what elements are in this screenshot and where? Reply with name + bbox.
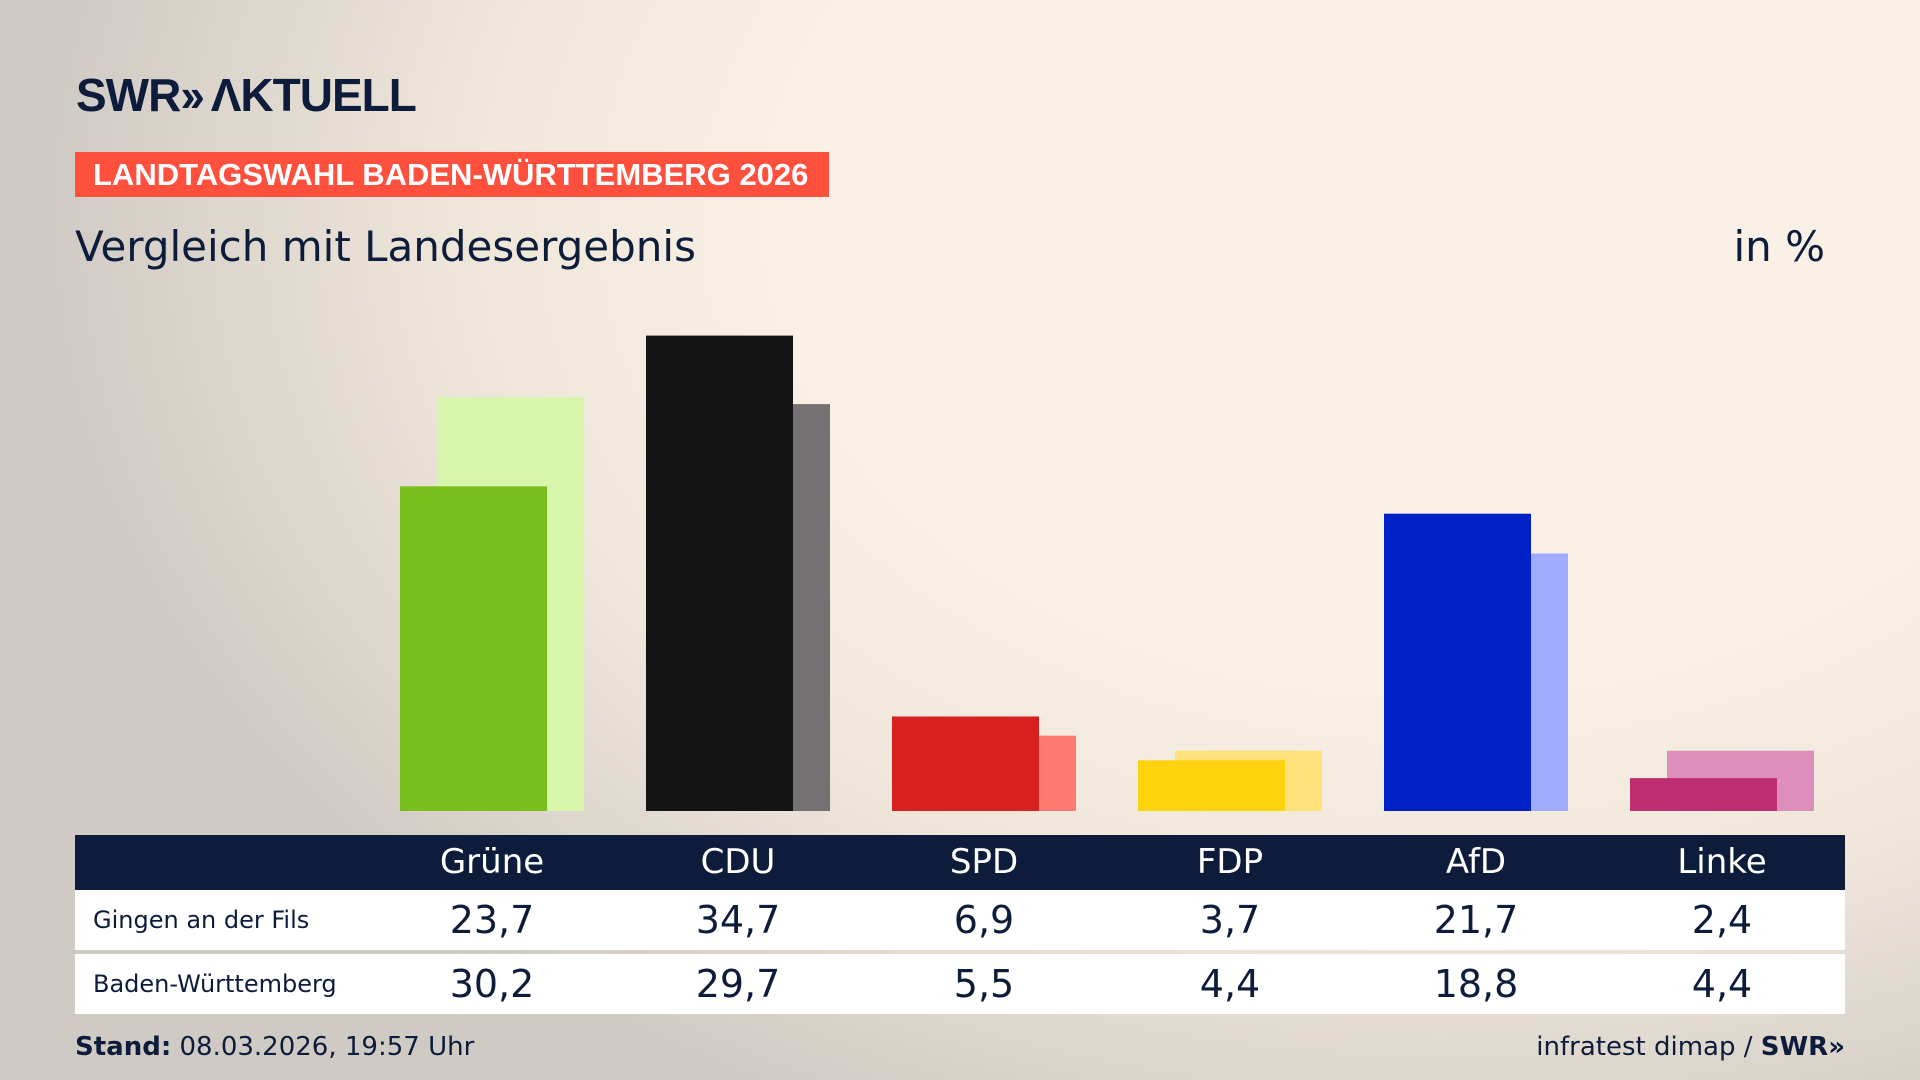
source-text: infratest dimap / bbox=[1536, 1032, 1753, 1062]
election-banner: LANDTAGSWAHL BADEN-WÜRTTEMBERG 2026 bbox=[75, 152, 829, 197]
value-label: 6,9 bbox=[953, 898, 1015, 942]
value-label: 4,4 bbox=[1691, 962, 1753, 1006]
bar-local-cdu bbox=[646, 335, 793, 811]
value-label: 4,4 bbox=[1199, 962, 1261, 1006]
row-label: Gingen an der Fils bbox=[93, 906, 310, 934]
table-header: Grüne CDU SPD FDP AfD Linke bbox=[75, 835, 1845, 890]
value-label: 30,2 bbox=[449, 962, 535, 1006]
value-label: 34,7 bbox=[695, 898, 781, 942]
results-table: Grüne CDU SPD FDP AfD Linke Gingen an der Fil… bbox=[75, 835, 1845, 1018]
value-label: 2,4 bbox=[1691, 898, 1753, 942]
bar-local-spd bbox=[892, 716, 1039, 811]
value-label: 5,5 bbox=[953, 962, 1015, 1006]
value-label: 3,7 bbox=[1199, 898, 1261, 942]
swr-footer-logo: SWR» bbox=[1760, 1032, 1845, 1062]
stand-label: Stand: bbox=[75, 1032, 172, 1062]
swr-aktuell-logo: SWR›› ΛKTUELL bbox=[76, 69, 417, 121]
chart-subtitle: Vergleich mit Landesergebnis bbox=[75, 222, 696, 271]
bar-local-afd bbox=[1384, 513, 1531, 811]
source: infratest dimap / SWR» bbox=[1536, 1032, 1845, 1062]
table-row: Baden-Württemberg 30,2 29,7 5,5 4,4 18,8 4,4 bbox=[75, 954, 1845, 1014]
table-row: Gingen an der Fils 23,7 34,7 6,9 3,7 21,7 2,4 bbox=[75, 890, 1845, 950]
timestamp: Stand: 08.03.2026, 19:57 Uhr bbox=[75, 1032, 474, 1062]
value-label: 18,8 bbox=[1433, 962, 1519, 1006]
unit-label: in % bbox=[1733, 222, 1825, 271]
column-header: SPD bbox=[949, 842, 1019, 882]
value-label: 29,7 bbox=[695, 962, 781, 1006]
bar-local-fdp bbox=[1138, 760, 1285, 811]
column-header: Linke bbox=[1677, 842, 1767, 882]
bar-local-linke bbox=[1630, 778, 1777, 811]
value-label: 21,7 bbox=[1433, 898, 1519, 942]
column-header: AfD bbox=[1445, 842, 1507, 882]
column-header: CDU bbox=[700, 842, 776, 882]
column-header: FDP bbox=[1196, 842, 1264, 882]
column-header: Grüne bbox=[439, 842, 545, 882]
row-label: Baden-Württemberg bbox=[93, 970, 337, 998]
value-label: 23,7 bbox=[449, 898, 535, 942]
bar-local-grüne bbox=[400, 486, 547, 811]
stand-value: 08.03.2026, 19:57 Uhr bbox=[179, 1032, 475, 1062]
bar-chart bbox=[400, 335, 1814, 811]
